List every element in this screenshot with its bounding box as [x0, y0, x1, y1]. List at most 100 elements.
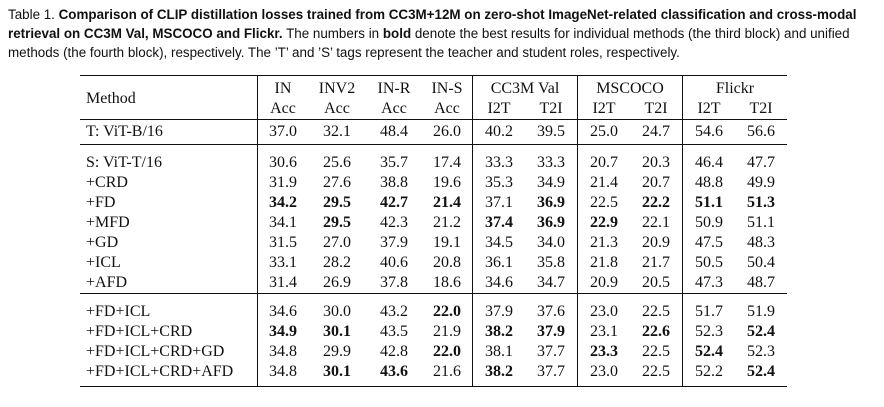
method-cell: T: ViT-B/16: [80, 119, 258, 145]
value-cell: 27.0: [323, 234, 351, 251]
value-cell: 21.2: [433, 214, 461, 231]
table-row: +GD 31.5 27.0 37.9 19.1 34.5 34.0 21.3 20.9 47.5 4…: [80, 233, 787, 253]
value-cell: 34.6: [472, 273, 525, 294]
subheader-cell: Acc: [381, 100, 407, 117]
value-cell: 54.6: [682, 119, 735, 145]
subheader-cell: I2T: [577, 99, 630, 120]
value-cell: 33.1: [257, 253, 308, 273]
method-header: Method: [80, 75, 258, 120]
value-cell: 56.6: [735, 119, 787, 145]
value-cell: 34.8: [257, 342, 308, 362]
header-inv2: INV2: [308, 75, 366, 99]
header-row-top: Method IN INV2 IN-R IN-S CC3M Val MSCOCO…: [80, 75, 787, 120]
table-row: +AFD 31.4 26.9 37.8 18.6 34.6 34.7 20.9 20.5 47.3…: [80, 273, 787, 294]
subheader-cell: T2I: [749, 100, 773, 117]
header-row-bottom: Acc Acc Acc Acc I2T T2I I2T T2I I2T T2I: [80, 99, 787, 120]
value-cell: 22.5: [577, 193, 630, 213]
subheader-cell: T2I: [539, 100, 563, 117]
value-cell: 37.1: [472, 193, 525, 213]
value-cell: 19.6: [433, 174, 461, 191]
value-cell: 34.5: [472, 233, 525, 253]
value-cell: 39.5: [525, 119, 578, 145]
value-cell: 31.5: [257, 233, 308, 253]
results-table: Method IN INV2 IN-R IN-S CC3M Val MSCOCO…: [80, 75, 787, 387]
method-cell: +FD+ICL+CRD+GD: [86, 343, 225, 360]
value-cell: 20.5: [642, 274, 670, 291]
value-cell: 30.1: [323, 323, 351, 340]
value-cell: 23.1: [577, 322, 630, 342]
value-cell: 20.9: [642, 234, 670, 251]
value-cell: 47.3: [682, 273, 735, 294]
value-cell: 43.6: [366, 362, 422, 387]
value-cell: 34.7: [537, 274, 565, 291]
value-cell: 22.6: [642, 323, 670, 340]
method-cell: S: ViT-T/16: [80, 144, 258, 173]
value-cell: 37.8: [380, 274, 408, 291]
value-cell: 38.8: [380, 174, 408, 191]
header-flickr: Flickr: [682, 75, 787, 99]
value-cell: 48.4: [366, 119, 422, 145]
table-row: T: ViT-B/16 37.0 32.1 48.4 26.0 40.2 39.5 25.0 2…: [80, 119, 787, 145]
value-cell: 25.0: [577, 119, 630, 145]
value-cell: 42.8: [380, 343, 408, 360]
value-cell: 22.0: [422, 293, 473, 322]
value-cell: 40.6: [380, 254, 408, 271]
value-cell: 50.5: [682, 253, 735, 273]
value-cell: 29.9: [323, 343, 351, 360]
value-cell: 34.9: [537, 174, 565, 191]
value-cell: 26.0: [422, 119, 473, 145]
value-cell: 48.3: [747, 234, 775, 251]
value-cell: 34.0: [537, 234, 565, 251]
table-row: +FD+ICL+CRD 34.9 30.1 43.5 21.9 38.2 37.9 23.1 2…: [80, 322, 787, 342]
value-cell: 52.4: [747, 323, 775, 340]
value-cell: 37.0: [257, 119, 308, 145]
value-cell: 21.3: [577, 233, 630, 253]
value-cell: 51.1: [682, 193, 735, 213]
value-cell: 22.0: [433, 343, 461, 360]
value-cell: 37.9: [380, 234, 408, 251]
value-cell: 35.7: [366, 144, 422, 173]
method-cell: +GD: [86, 234, 119, 251]
value-cell: 38.1: [472, 342, 525, 362]
value-cell: 22.5: [630, 293, 683, 322]
header-mscoco: MSCOCO: [577, 75, 683, 99]
value-cell: 52.3: [747, 343, 775, 360]
value-cell: 20.3: [630, 144, 683, 173]
value-cell: 21.4: [577, 173, 630, 193]
value-cell: 51.1: [747, 214, 775, 231]
value-cell: 52.4: [735, 362, 787, 387]
value-cell: 20.9: [577, 273, 630, 294]
value-cell: 21.9: [433, 323, 461, 340]
table-row: +FD 34.2 29.5 42.7 21.4 37.1 36.9 22.5 22.2 51.1 5…: [80, 193, 787, 213]
header-in-r: IN-R: [366, 75, 422, 99]
table-row: S: ViT-T/16 30.6 25.6 35.7 17.4 33.3 33.3 20.7 2…: [80, 144, 787, 173]
value-cell: 30.1: [308, 362, 366, 387]
value-cell: 34.1: [257, 213, 308, 233]
method-cell: +ICL: [86, 254, 121, 271]
value-cell: 22.5: [630, 362, 683, 387]
table-row: +FD+ICL 34.6 30.0 43.2 22.0 37.9 37.6 23.0 22.5 5…: [80, 293, 787, 322]
value-cell: 46.4: [682, 144, 735, 173]
value-cell: 30.0: [308, 293, 366, 322]
subheader-cell: Acc: [257, 99, 308, 120]
value-cell: 34.9: [257, 322, 308, 342]
table-body: T: ViT-B/16 37.0 32.1 48.4 26.0 40.2 39.5 25.0 2…: [80, 119, 787, 387]
subheader-cell: I2T: [472, 99, 525, 120]
value-cell: 21.8: [577, 253, 630, 273]
value-cell: 43.2: [366, 293, 422, 322]
value-cell: 37.6: [525, 293, 578, 322]
value-cell: 20.8: [433, 254, 461, 271]
caption-label: Table 1.: [8, 7, 55, 22]
value-cell: 26.9: [323, 274, 351, 291]
value-cell: 24.7: [630, 119, 683, 145]
value-cell: 23.0: [577, 293, 630, 322]
value-cell: 23.0: [577, 362, 630, 387]
value-cell: 37.9: [472, 293, 525, 322]
value-cell: 25.6: [308, 144, 366, 173]
value-cell: 21.7: [642, 254, 670, 271]
subheader-cell: Acc: [434, 100, 460, 117]
value-cell: 42.7: [380, 194, 408, 211]
method-cell: +AFD: [86, 274, 128, 291]
value-cell: 51.3: [747, 194, 775, 211]
value-cell: 29.5: [323, 214, 351, 231]
